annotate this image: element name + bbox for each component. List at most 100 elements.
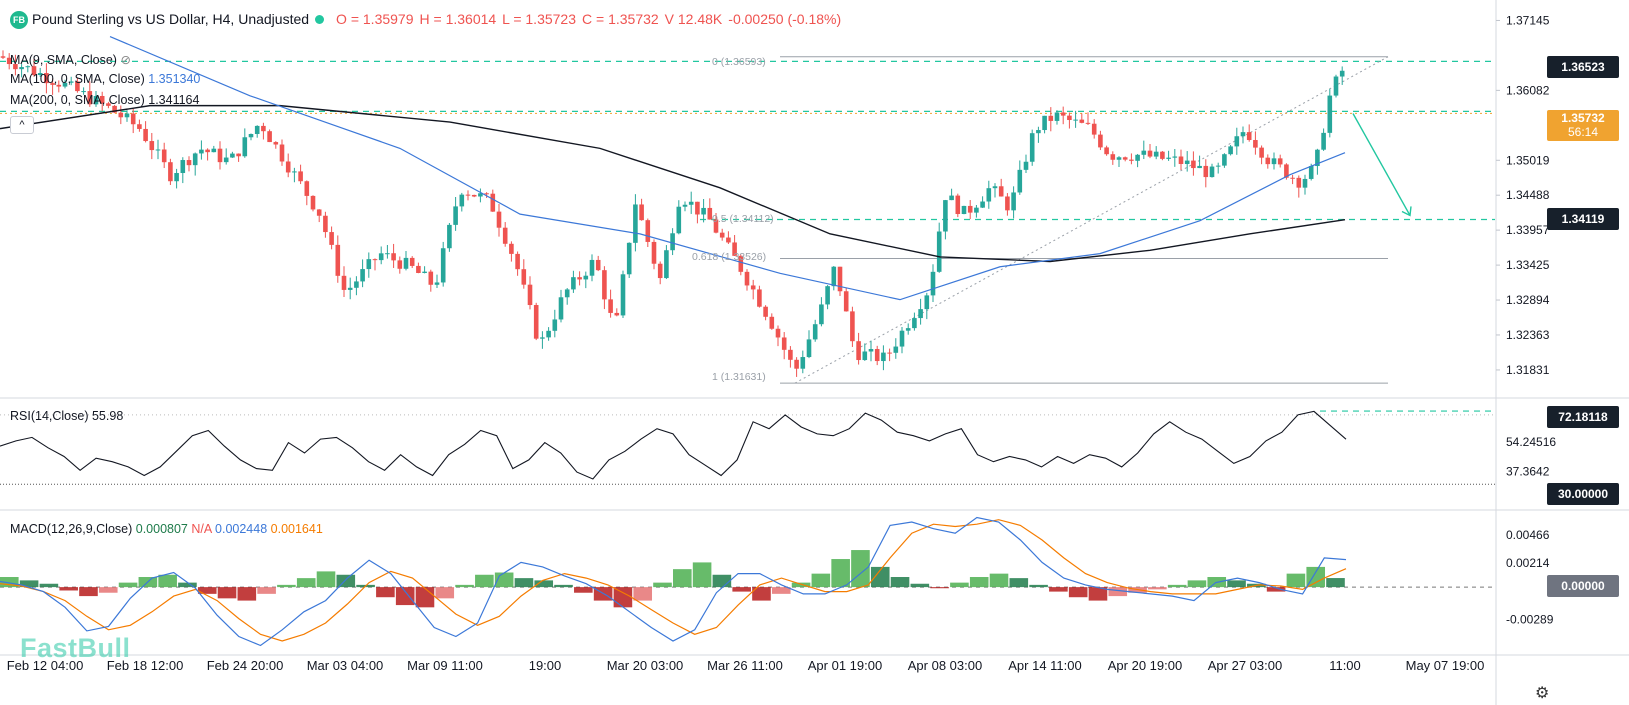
candle-body	[998, 186, 1004, 197]
macd-histogram-bar	[554, 584, 573, 588]
macd-histogram-bar	[910, 583, 930, 588]
candle-body	[496, 211, 502, 228]
y-tick-label: 1.32894	[1506, 293, 1550, 307]
collapse-legend-button[interactable]: ^	[10, 116, 34, 134]
x-tick-label: Mar 09 11:00	[407, 658, 483, 673]
legend-rsi[interactable]: RSI(14,Close) 55.98	[10, 409, 124, 423]
ma100-line	[109, 36, 1346, 301]
candle-body	[577, 277, 582, 280]
candle-body	[502, 227, 508, 244]
candle-body	[750, 285, 756, 290]
macd-histogram-bar	[890, 577, 910, 588]
candle-body	[670, 233, 675, 251]
candle-body	[99, 95, 105, 104]
candle-body	[558, 297, 564, 320]
ma200-value: 1.341164	[148, 93, 200, 107]
candle-body	[1135, 154, 1140, 161]
candle-body	[471, 194, 477, 197]
settings-gear-icon[interactable]: ⚙	[1535, 685, 1550, 702]
macd-histogram-bar	[1167, 584, 1187, 588]
rsi-label-level: 72.18118	[1547, 406, 1619, 428]
y-tick-label: 1.33425	[1506, 258, 1550, 272]
x-tick-label: Apr 08 03:00	[908, 658, 982, 673]
x-tick-label: Feb 12 04:00	[7, 658, 84, 673]
macd-histogram-bar	[316, 571, 336, 588]
macd-histogram-bar	[455, 584, 474, 588]
candle-body	[769, 316, 775, 329]
price-label-resistance: 1.36523	[1547, 56, 1619, 78]
legend-ma9[interactable]: MA(9, SMA, Close) ⊘	[10, 53, 131, 67]
candle-body	[1203, 165, 1209, 178]
candle-body	[453, 206, 458, 225]
eye-icon[interactable]: ⊘	[120, 53, 131, 67]
chevron-up-icon: ^	[19, 119, 25, 131]
x-tick-label: Mar 20 03:00	[607, 658, 684, 673]
candle-body	[304, 181, 310, 196]
candle-body	[180, 160, 186, 174]
candle-body	[1166, 157, 1171, 159]
candle-body	[19, 67, 24, 70]
candle-body	[1029, 133, 1035, 162]
macd-histogram-bar	[435, 587, 455, 599]
macd-histogram-bar	[930, 587, 949, 589]
legend-ma100[interactable]: MA(100, 0, SMA, Close) 1.351340	[10, 72, 201, 86]
macd-histogram-bar	[257, 587, 276, 594]
macd-histogram-bar	[1108, 587, 1128, 597]
legend-ma200[interactable]: MA(200, 0, SMA, Close) 1.341164	[10, 93, 200, 107]
candle-body	[707, 207, 713, 220]
arrow-head	[1401, 206, 1412, 217]
macd-histogram-bar	[633, 587, 653, 601]
candle-body	[112, 105, 117, 113]
candle-body	[1178, 156, 1184, 165]
candle-body	[608, 299, 613, 313]
ohlc-low: L = 1.35723	[502, 11, 576, 27]
candle-body	[1240, 132, 1246, 137]
candle-body	[949, 195, 954, 201]
candle-body	[174, 173, 179, 182]
macd-histogram-bar	[613, 587, 633, 608]
candle-body	[155, 149, 161, 151]
macd-histogram-bar	[336, 574, 356, 588]
candle-body	[719, 232, 725, 238]
candle-body	[316, 209, 322, 216]
candle-body	[130, 113, 136, 125]
candle-body	[478, 193, 483, 197]
candle-body	[583, 275, 589, 280]
macd-histogram-bar	[395, 587, 415, 606]
macd-histogram-bar	[19, 580, 39, 588]
candle-body	[992, 186, 998, 189]
candle-body	[403, 257, 409, 269]
price-label-support: 1.34119	[1547, 208, 1619, 230]
candle-body	[1321, 132, 1326, 150]
ohlc-open: O = 1.35979	[336, 11, 414, 27]
candle-body	[1290, 177, 1295, 179]
candle-body	[540, 337, 545, 339]
candle-body	[87, 91, 93, 105]
macd-histogram-bar	[950, 582, 969, 588]
candle-body	[335, 244, 341, 276]
macd-histogram-bar	[1009, 578, 1029, 588]
candle-body	[943, 200, 948, 232]
candle-body	[1197, 165, 1202, 169]
candle-body	[434, 282, 440, 285]
macd-histogram-bar	[712, 574, 732, 588]
macd-histogram-bar	[1286, 573, 1306, 588]
candle-body	[639, 204, 644, 221]
volume: V 12.48K	[664, 11, 723, 27]
candle-body	[806, 339, 812, 358]
candle-body	[329, 232, 334, 245]
macd-tick-label: 0.00466	[1506, 528, 1550, 542]
legend-macd[interactable]: MACD(12,26,9,Close) 0.000807 N/A 0.00244…	[10, 522, 323, 536]
candle-body	[1333, 76, 1339, 96]
candle-body	[31, 66, 37, 76]
macd-histogram-bar	[1029, 584, 1048, 588]
candle-body	[788, 349, 793, 360]
candle-body	[936, 231, 942, 272]
macd-histogram-bar	[237, 587, 257, 601]
y-tick-label: 1.34488	[1506, 188, 1550, 202]
macd-histogram-bar	[158, 574, 177, 588]
macd-histogram-bar	[1326, 578, 1345, 588]
candle-body	[378, 253, 384, 261]
candle-body	[1308, 166, 1314, 179]
